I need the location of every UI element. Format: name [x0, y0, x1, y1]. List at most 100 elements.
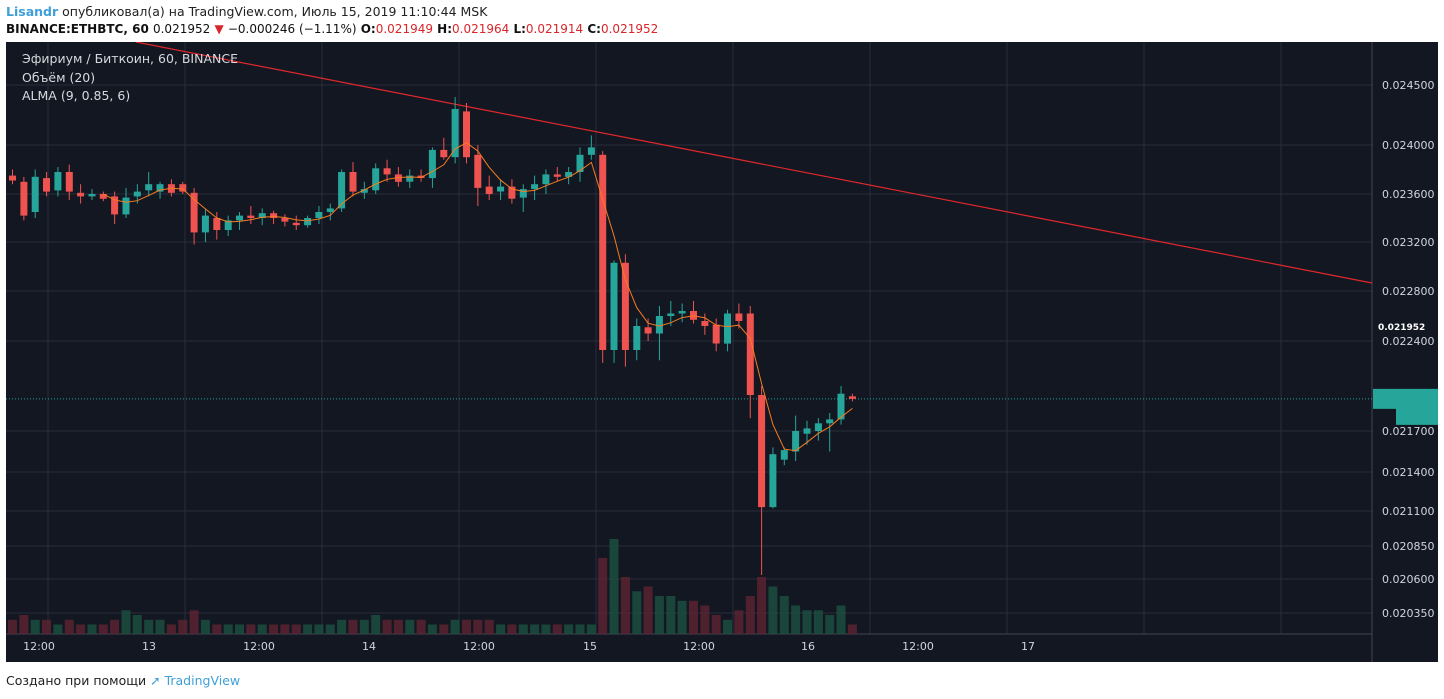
volume-bar	[8, 619, 17, 635]
time-tick-label: 15	[583, 640, 597, 653]
price-tick-label: 0.024000	[1382, 139, 1435, 152]
low-label: L:	[513, 22, 526, 36]
candle-body	[780, 450, 788, 460]
candle-body	[678, 311, 686, 314]
volume-bar	[711, 615, 721, 634]
volume-bar	[337, 619, 347, 635]
volume-bar	[802, 610, 812, 635]
candle-body	[599, 154, 607, 350]
price-tick-label: 0.022800	[1382, 285, 1435, 298]
time-tick-label: 12:00	[463, 640, 495, 653]
volume-bar	[700, 605, 710, 634]
volume-bar	[166, 624, 176, 634]
publish-info: Lisandr опубликовал(а) на TradingView.co…	[6, 4, 487, 19]
volume-bar	[575, 624, 585, 634]
legend-volume[interactable]: Объём (20)	[22, 70, 96, 85]
candle-body	[667, 313, 675, 316]
volume-bar	[30, 619, 40, 635]
legend-alma[interactable]: ALMA (9, 0.85, 6)	[22, 88, 131, 103]
volume-bar	[598, 558, 608, 634]
candle-body	[338, 172, 346, 209]
candle-body	[576, 154, 584, 172]
volume-bar	[836, 605, 846, 634]
volume-bar	[825, 615, 835, 634]
candle-body	[610, 262, 618, 350]
volume-bar	[235, 624, 244, 634]
candle-body	[77, 192, 85, 197]
candle-body	[20, 181, 28, 216]
time-tick-label: 13	[142, 640, 156, 653]
price-tick-label: 0.024500	[1382, 79, 1435, 92]
volume-bar	[155, 619, 165, 635]
time-tick-label: 12:00	[683, 640, 715, 653]
price-tick-label: 0.020350	[1382, 607, 1435, 620]
candle-body	[224, 220, 232, 230]
volume-bar	[654, 596, 664, 634]
volume-bar	[745, 596, 755, 634]
candle-body	[508, 186, 516, 199]
candle-body	[724, 313, 731, 344]
candle-body	[247, 215, 255, 218]
price-tick-label: 0.023600	[1382, 188, 1435, 201]
candle-body	[826, 419, 834, 424]
time-tick-label: 14	[362, 640, 376, 653]
close-label: C:	[587, 22, 601, 36]
candle-body	[644, 327, 652, 334]
volume-bar	[462, 619, 471, 635]
volume-bar	[427, 624, 437, 634]
candle-body	[814, 423, 822, 431]
brand-link[interactable]: TradingView	[164, 673, 241, 688]
candle-body	[701, 321, 709, 326]
volume-bar	[632, 591, 642, 635]
candle-body	[281, 218, 289, 222]
candle-body	[497, 186, 505, 192]
candle-body	[848, 396, 856, 399]
candle-body	[735, 313, 743, 321]
candle-body	[326, 208, 334, 212]
price-tick-label: 0.022400	[1382, 335, 1435, 348]
candle-body	[485, 186, 493, 194]
volume-bar	[847, 624, 857, 634]
tradingview-logo-icon[interactable]: ➚	[150, 673, 161, 688]
symbol-label: BINANCE:ETHBTC, 60	[6, 22, 149, 36]
volume-bar	[178, 619, 188, 635]
volume-bar	[609, 539, 619, 634]
footer: Создано при помощи ➚ TradingView	[6, 673, 240, 688]
volume-bar	[768, 586, 778, 634]
candle-body	[65, 172, 73, 192]
chart-area[interactable]: 0.024500 0.024000 0.023600 0.023200 0.022800…	[6, 41, 1438, 662]
candle-body	[758, 395, 766, 508]
volume-bar	[371, 615, 381, 634]
volume-bar	[541, 624, 551, 634]
last-price-marker-label: 0.021952	[1378, 323, 1425, 333]
price-chart[interactable]: 0.024500 0.024000 0.023600 0.023200 0.022800…	[6, 41, 1438, 662]
candle-body	[145, 184, 153, 191]
author-link[interactable]: Lisandr	[6, 4, 59, 19]
volume-bar	[200, 619, 210, 635]
candle-body	[792, 431, 800, 452]
volume-bar	[42, 619, 51, 635]
last-price: 0.021952	[152, 22, 211, 36]
candle-body	[179, 184, 187, 192]
candle-body	[213, 218, 221, 230]
volume-bar	[734, 610, 744, 635]
volume-bar	[507, 624, 517, 634]
volume-bar	[269, 624, 279, 634]
candle-body	[122, 197, 130, 215]
time-tick-label: 12:00	[902, 640, 934, 653]
volume-bar	[518, 624, 528, 634]
open-value: 0.021949	[375, 22, 433, 36]
candle-body	[383, 168, 391, 175]
volume-bar	[723, 619, 732, 635]
volume-bar	[791, 605, 801, 634]
price-change: −0.000246 (−1.11%)	[227, 22, 357, 36]
candle-body	[803, 428, 811, 434]
volume-bar	[620, 577, 630, 634]
candle-body	[43, 178, 50, 192]
volume-bar	[98, 624, 108, 634]
volume-bar	[359, 619, 369, 635]
volume-bar	[450, 619, 460, 635]
candle-body	[531, 184, 539, 190]
volume-bar	[189, 610, 199, 635]
volume-bar	[416, 619, 426, 635]
